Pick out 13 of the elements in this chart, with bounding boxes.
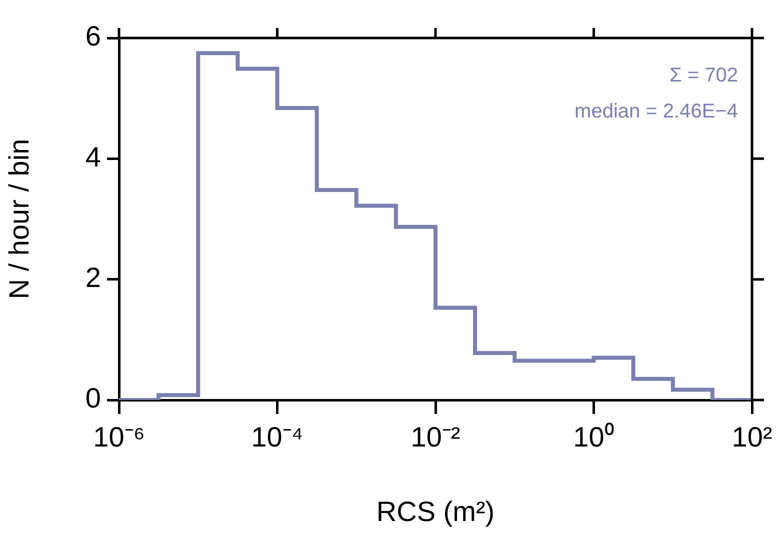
y-tick-label: 4 bbox=[85, 141, 101, 172]
x-tick-label: 10⁰ bbox=[573, 422, 614, 453]
x-tick-label: 10⁻⁴ bbox=[251, 422, 304, 453]
y-tick-label: 6 bbox=[85, 20, 101, 52]
y-tick-label: 0 bbox=[85, 382, 101, 414]
y-tick-label: 2 bbox=[85, 262, 101, 294]
x-axis-title: RCS (m²) bbox=[376, 496, 495, 527]
x-tick-label: 10⁻² bbox=[410, 422, 460, 453]
x-tick-label: 10² bbox=[732, 422, 772, 453]
annotation: Σ = 702 bbox=[669, 64, 738, 87]
x-tick-label: 10⁻⁶ bbox=[93, 422, 145, 453]
y-axis-title: N / hour / bin bbox=[4, 138, 35, 300]
annotation: median = 2.46E−4 bbox=[574, 100, 738, 123]
